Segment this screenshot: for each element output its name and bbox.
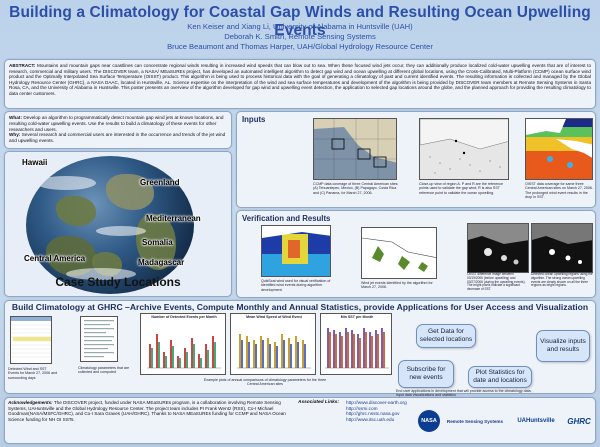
inputs-title: Inputs	[242, 115, 266, 124]
build-caption-2: Climatology parameters that are collecte…	[78, 366, 130, 375]
verification-caption-2: Wind jet events identified by the algori…	[361, 281, 433, 290]
ack-text: The DISCOVER project, funded under NASA …	[8, 400, 286, 422]
what-text: Develop an algorithm to programmatically…	[9, 115, 224, 132]
chart-mean-wind-speed: Mean Wind Speed of Wind Event	[230, 313, 316, 375]
abstract-panel: ABSTRACT: Mountains and mountain gaps ne…	[4, 59, 596, 109]
globe-image	[26, 156, 194, 294]
rss-logo-text: Remote Sensing Systems	[446, 418, 504, 424]
upwelling-regions-image	[531, 223, 593, 273]
chart-title-3: Min SST per Month	[340, 315, 374, 319]
why-label: Why:	[9, 132, 21, 138]
location-greenland: Greenland	[140, 178, 180, 187]
oisst-coverage-map	[525, 118, 593, 180]
associated-links: http://www.discover-earth.org http://ssm…	[346, 400, 407, 422]
ghrc-logo: GHRC	[566, 410, 592, 432]
chart-title-2: Mean Wind Speed of Wind Event	[246, 315, 302, 319]
verification-caption-4: Detected ocean upwelling regions using t…	[531, 272, 593, 288]
nasa-logo-text: NASA	[421, 418, 437, 424]
quikscat-wind-map	[261, 225, 331, 277]
inputs-panel: Inputs	[236, 111, 596, 208]
verification-caption-1: QuikScat wind used for visual verificati…	[261, 279, 331, 292]
location-somalia: Somalia	[142, 238, 173, 247]
case-study-title: Case Study Locations	[55, 275, 181, 289]
climatology-parameters-list	[80, 316, 118, 362]
why-text: Several research and commercial users ar…	[9, 132, 226, 144]
link-itsc[interactable]: http://www.itsc.uah.edu	[346, 416, 395, 422]
build-caption-3: Example plots of annual comparisons of c…	[203, 378, 327, 387]
authors-line-2: Deborah K. Smith, Remote Sensing Systems	[224, 32, 376, 41]
region-a-closeup-map	[419, 118, 509, 180]
link-discover[interactable]: http://www.discover-earth.org	[346, 400, 407, 405]
uah-logo-text: UAHuntsville	[517, 418, 555, 424]
inputs-caption-2: Close-up view of region A. P and R are t…	[419, 182, 504, 195]
oisst-difference-image	[467, 223, 529, 273]
chart-min-sst: Min SST per Month	[320, 313, 392, 375]
rss-logo: Remote Sensing Systems	[444, 414, 506, 428]
link-ssmi[interactable]: http://ssmi.com	[346, 405, 378, 411]
ghrc-logo-text: GHRC	[567, 416, 591, 426]
links-label: Associated Links:	[298, 400, 340, 405]
link-ghrc[interactable]: http://ghrc.nsstc.nasa.gov	[346, 411, 400, 417]
what-label: What:	[9, 115, 23, 120]
wind-jet-events-map	[361, 227, 437, 279]
build-caption-4: End user applications in development tha…	[396, 389, 532, 398]
location-mediterranean: Mediterranean	[146, 214, 201, 223]
verification-caption-3: OISST difference image between 03/19/200…	[467, 272, 526, 292]
footer-panel	[4, 397, 596, 444]
abstract-text: Mountains and mountain gaps near coastli…	[9, 63, 591, 96]
visualize-button[interactable]: Visualize inputs and results	[536, 330, 590, 362]
nasa-logo: NASA	[418, 410, 440, 432]
abstract-label: ABSTRACT:	[9, 63, 36, 68]
uah-logo: UAHuntsville	[510, 414, 562, 428]
authors-line-3: Bruce Beaumont and Thomas Harper, UAH/Gl…	[167, 42, 433, 51]
verification-panel: Verification and Results QuikScat wind u…	[236, 210, 596, 298]
get-data-button[interactable]: Get Data for selected locations	[416, 324, 476, 348]
poster-title: Building a Climatology for Coastal Gap W…	[9, 4, 591, 39]
ack-label: Acknowledgements:	[8, 400, 53, 405]
inputs-caption-3: OISST data coverage for same three Centr…	[525, 182, 593, 199]
what-why-panel: What: Develop an algorithm to programmat…	[4, 111, 232, 149]
chart-events-per-month: Number of Detected Events per Month	[140, 313, 226, 375]
authors-line-1: Ken Keiser and Xiang Li, University of A…	[187, 22, 413, 31]
build-caption-1: Detected Wind and SST Events for March 2…	[8, 367, 58, 380]
chart-title-1: Number of Detected Events per Month	[151, 315, 217, 319]
inputs-caption-1: CCMP data coverage of three Central Amer…	[313, 182, 399, 195]
verification-title: Verification and Results	[242, 214, 331, 223]
acknowledgements: Acknowledgements: The DISCOVER project, …	[8, 400, 296, 422]
location-hawaii: Hawaii	[22, 158, 48, 167]
build-climatology-title: Build Climatology at GHRC –Archive Event…	[11, 302, 589, 312]
location-madagascar: Madagascar	[138, 258, 185, 267]
location-central-america: Central America	[24, 254, 86, 263]
plot-statistics-button[interactable]: Plot Statistics for date and locations	[468, 366, 532, 388]
subscribe-button[interactable]: Subscribe for new events	[398, 360, 454, 388]
detected-events-table	[10, 316, 52, 364]
ccmp-coverage-map	[313, 118, 397, 180]
